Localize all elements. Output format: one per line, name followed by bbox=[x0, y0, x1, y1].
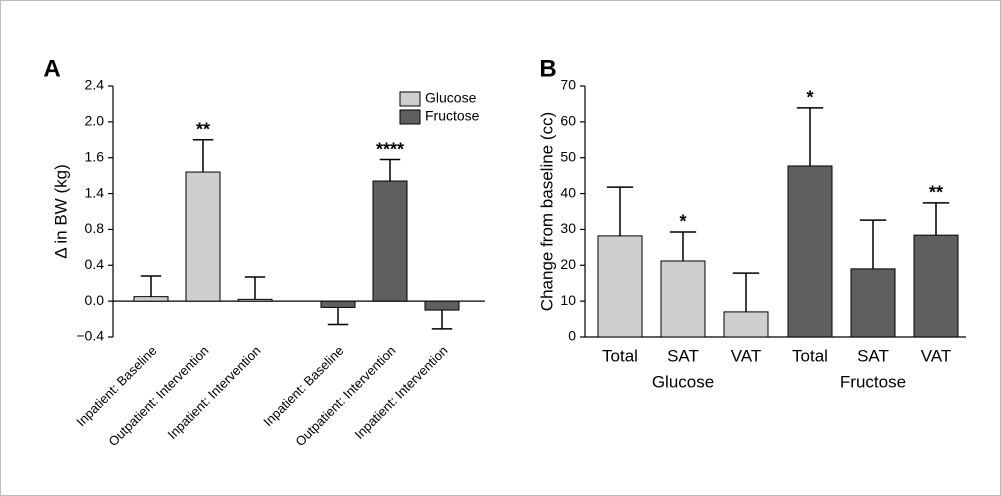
y-tick-label: 2.4 bbox=[85, 77, 105, 93]
y-tick-label: 20 bbox=[560, 256, 576, 272]
y-tick-label: 2.0 bbox=[85, 113, 105, 129]
legend-label: Fructose bbox=[425, 108, 480, 124]
panel-label: B bbox=[539, 55, 556, 82]
bar bbox=[133, 296, 169, 302]
x-tick-label: Total bbox=[792, 346, 828, 365]
significance-label: * bbox=[806, 88, 813, 108]
bar bbox=[850, 268, 896, 338]
significance-label: * bbox=[679, 212, 686, 232]
y-tick-label: 30 bbox=[560, 220, 576, 236]
group-label: Glucose bbox=[652, 372, 714, 391]
bar bbox=[913, 234, 959, 338]
y-tick-label: 1.6 bbox=[85, 148, 105, 164]
y-tick-label: 60 bbox=[560, 113, 576, 129]
panel-label: A bbox=[43, 55, 60, 82]
bar bbox=[372, 180, 408, 302]
significance-label: **** bbox=[376, 139, 404, 159]
x-tick-label: VAT bbox=[921, 346, 952, 365]
y-tick-label: 70 bbox=[560, 77, 576, 93]
y-tick-label: −0.4 bbox=[76, 328, 104, 344]
x-tick-label: SAT bbox=[857, 346, 889, 365]
y-axis-label: Change from baseline (cc) bbox=[537, 112, 556, 311]
y-tick-label: 0.4 bbox=[85, 256, 105, 272]
bar bbox=[660, 260, 706, 338]
y-tick-label: 10 bbox=[560, 292, 576, 308]
y-tick-label: 50 bbox=[560, 148, 576, 164]
bar bbox=[723, 311, 769, 338]
bar bbox=[597, 235, 643, 338]
legend-swatch bbox=[399, 109, 421, 125]
y-tick-label: 0 bbox=[568, 328, 576, 344]
bar bbox=[185, 171, 221, 302]
x-tick-label: SAT bbox=[667, 346, 699, 365]
bar bbox=[787, 165, 833, 338]
legend-swatch bbox=[399, 91, 421, 107]
significance-label: ** bbox=[196, 120, 210, 140]
y-tick-label: 0.0 bbox=[85, 292, 105, 308]
legend-label: Glucose bbox=[425, 90, 477, 106]
y-axis-label: Δ in BW (kg) bbox=[51, 164, 70, 258]
y-tick-label: 40 bbox=[560, 184, 576, 200]
bar bbox=[424, 300, 460, 311]
y-tick-label: 0.8 bbox=[85, 220, 105, 236]
x-tick-label: VAT bbox=[731, 346, 762, 365]
group-label: Fructose bbox=[840, 372, 906, 391]
y-tick-label: 1.4 bbox=[85, 184, 105, 200]
significance-label: ** bbox=[929, 183, 943, 203]
bar bbox=[237, 298, 273, 302]
bar bbox=[320, 300, 356, 308]
x-tick-label: Total bbox=[602, 346, 638, 365]
